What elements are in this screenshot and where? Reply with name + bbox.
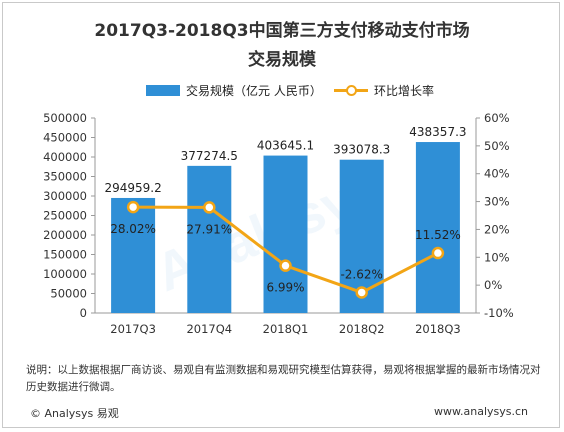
bar-value-label: 393078.3 (333, 143, 390, 157)
legend-line-swatch (334, 85, 368, 96)
legend-item-line: 环比增长率 (334, 82, 434, 99)
bar (187, 165, 232, 313)
growth-rate-label: 27.91% (186, 222, 232, 236)
bar-value-label: 438357.3 (409, 125, 466, 139)
y-left-tick-label: 200000 (43, 228, 87, 242)
bar-value-label: 403645.1 (257, 139, 314, 153)
y-left-tick-label: 100000 (43, 267, 87, 281)
legend-bar-label: 交易规模（亿元 人民币） (186, 84, 322, 98)
y-right-tick-label: 20% (484, 222, 510, 236)
y-left-tick-label: 450000 (43, 131, 87, 145)
growth-rate-point (279, 259, 292, 272)
growth-rate-point (431, 246, 445, 260)
growth-rate-label: 28.02% (110, 222, 156, 236)
x-tick-label: 2017Q3 (110, 322, 156, 336)
bar (415, 142, 460, 313)
legend-line-label: 环比增长率 (374, 84, 435, 98)
growth-rate-label: 6.99% (266, 281, 304, 295)
y-left-tick-label: 50000 (50, 287, 87, 301)
footnote: 说明：以上数据根据厂商访谈、易观自有监测数据和易观研究模型估算获得，易观将根据掌… (26, 364, 541, 393)
y-left-tick-label: 0 (80, 306, 87, 320)
growth-rate-point (355, 286, 368, 299)
y-left-tick-label: 250000 (43, 209, 87, 223)
y-right-tick-label: -10% (484, 306, 514, 320)
bar-value-label: 377274.5 (181, 149, 238, 163)
y-right-tick-label: 40% (484, 167, 510, 181)
chart-title-line1: 2017Q3-2018Q3中国第三方支付移动支付市场 (94, 21, 470, 41)
bar (263, 155, 308, 313)
chart-title-line2: 交易规模 (248, 50, 316, 70)
y-right-tick-label: 60% (484, 111, 510, 125)
growth-rate-label: -2.62% (340, 267, 382, 281)
y-right-tick-label: 30% (484, 195, 510, 209)
x-tick-label: 2018Q2 (339, 322, 385, 336)
y-left-tick-label: 150000 (43, 248, 87, 262)
source-url: www.analysys.cn (434, 405, 528, 418)
growth-rate-point (126, 200, 140, 214)
growth-rate-point (203, 201, 216, 214)
bar-value-label: 294959.2 (104, 181, 161, 195)
x-tick-label: 2017Q4 (186, 322, 232, 336)
legend-item-bar: 交易规模（亿元 人民币） (146, 82, 322, 99)
y-left-tick-label: 300000 (43, 189, 87, 203)
x-tick-label: 2018Q1 (263, 322, 309, 336)
y-left-tick-label: 400000 (43, 150, 87, 164)
bar (111, 197, 156, 313)
legend-bar-swatch (146, 85, 180, 96)
y-left-tick-label: 500000 (43, 111, 87, 125)
growth-rate-label: 11.52% (415, 228, 461, 242)
x-tick-label: 2018Q3 (415, 322, 461, 336)
legend: 交易规模（亿元 人民币） 环比增长率 (0, 82, 564, 102)
y-right-tick-label: 50% (484, 139, 510, 153)
y-right-tick-label: 10% (484, 250, 510, 264)
y-right-tick-label: 0% (484, 278, 502, 292)
analysys-logo: © Analysys 易观 (30, 407, 119, 420)
y-left-tick-label: 350000 (43, 170, 87, 184)
